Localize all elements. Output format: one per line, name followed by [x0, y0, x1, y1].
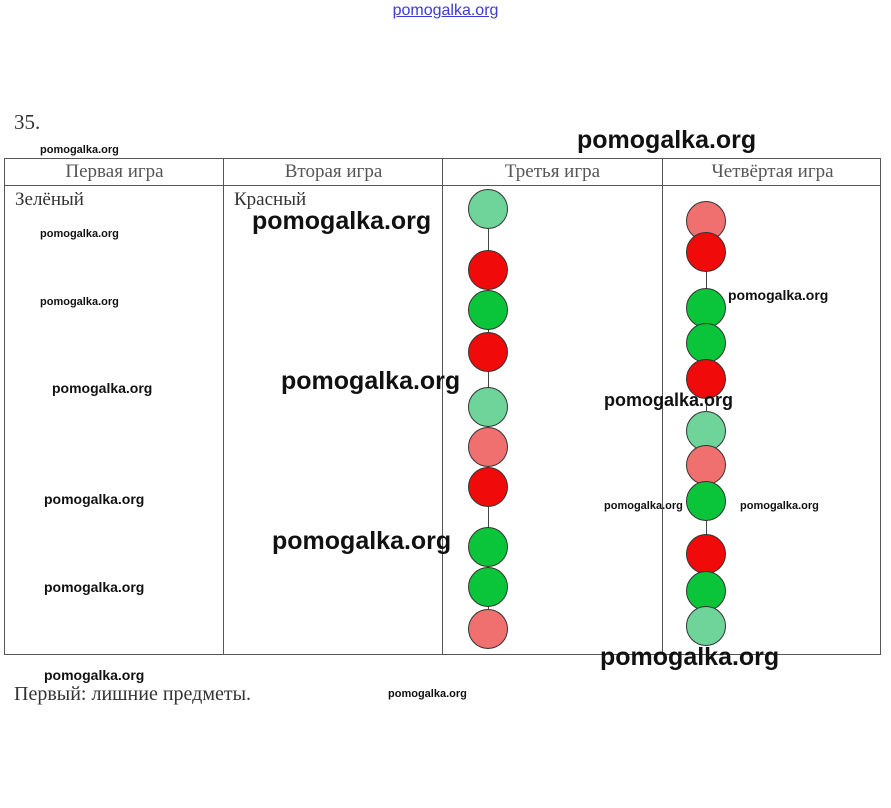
watermark: pomogalka.org	[600, 643, 780, 671]
red-bead	[468, 332, 508, 372]
task-number: 35.	[14, 110, 41, 134]
red-bead	[468, 427, 508, 467]
header-game-2: Вторая игра	[284, 161, 383, 182]
green-bead	[686, 571, 726, 611]
green-bead	[686, 606, 726, 646]
watermark: pomogalka.org	[728, 287, 829, 303]
red-bead	[686, 232, 726, 272]
watermark: pomogalka.org	[40, 296, 119, 308]
green-bead	[686, 288, 726, 328]
green-bead	[686, 481, 726, 521]
green-bead	[686, 411, 726, 451]
watermark: pomogalka.org	[604, 390, 734, 410]
watermark: pomogalka.org	[281, 367, 461, 395]
red-bead	[686, 534, 726, 574]
watermark: pomogalka.org	[52, 380, 153, 396]
red-bead	[468, 250, 508, 290]
site-header-link[interactable]: pomogalka.org	[392, 2, 499, 19]
green-bead	[468, 290, 508, 330]
watermark: pomogalka.org	[577, 126, 757, 154]
header-game-1: Первая игра	[65, 161, 164, 182]
watermark: pomogalka.org	[272, 527, 452, 555]
watermark: pomogalka.org	[604, 500, 683, 512]
watermark: pomogalka.org	[40, 144, 119, 156]
watermark: pomogalka.org	[44, 491, 145, 507]
answer-table: Первая игра Вторая игра Третья игра Четв…	[4, 158, 881, 655]
column-divider	[442, 159, 443, 654]
header-game-4: Четвёртая игра	[711, 161, 834, 182]
red-bead	[686, 445, 726, 485]
green-bead	[468, 189, 508, 229]
green-bead	[686, 323, 726, 363]
column-divider	[223, 159, 224, 654]
watermark: pomogalka.org	[740, 500, 819, 512]
column-divider	[662, 159, 663, 654]
red-bead	[468, 609, 508, 649]
watermark: pomogalka.org	[44, 667, 145, 683]
red-bead	[686, 359, 726, 399]
watermark: pomogalka.org	[388, 688, 467, 700]
red-bead	[468, 467, 508, 507]
green-bead	[468, 567, 508, 607]
footnote: Первый: лишние предметы.	[14, 683, 252, 705]
watermark: pomogalka.org	[44, 579, 145, 595]
cell-game-1-answer: Зелёный	[15, 189, 84, 210]
watermark: pomogalka.org	[252, 207, 432, 235]
green-bead	[468, 387, 508, 427]
watermark: pomogalka.org	[40, 228, 119, 240]
header-game-3: Третья игра	[504, 161, 601, 182]
cell-game-2-answer: Красный	[234, 189, 307, 210]
green-bead	[468, 527, 508, 567]
